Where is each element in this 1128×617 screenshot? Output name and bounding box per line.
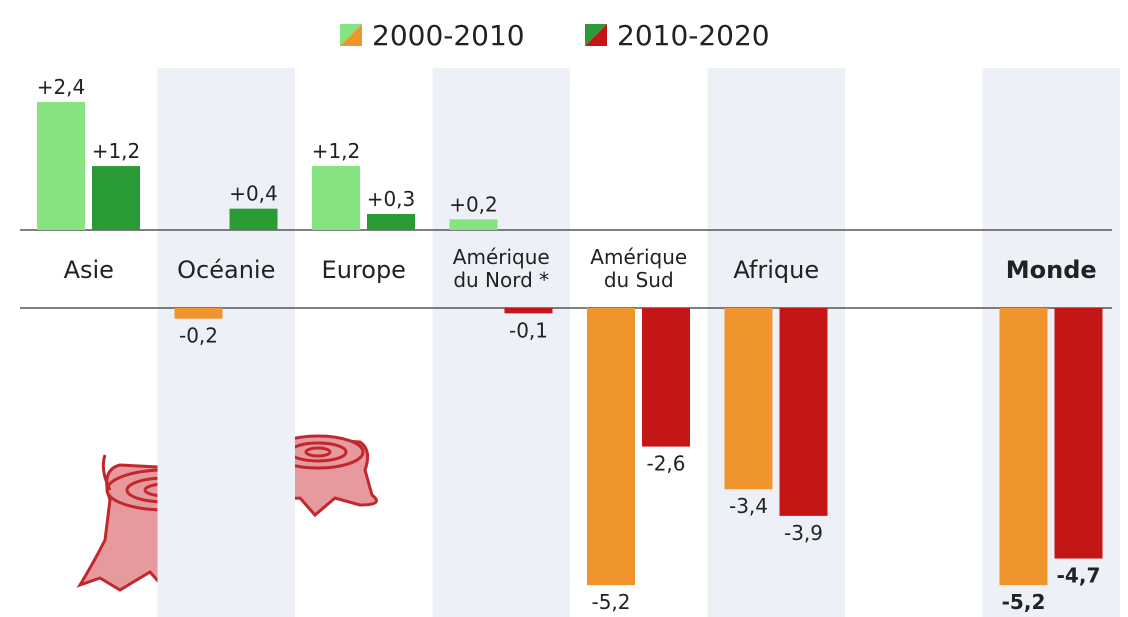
value-label: +0,3: [367, 187, 416, 211]
x-tick-label: Amérique du Nord *: [453, 245, 550, 292]
value-label: -0,1: [509, 318, 548, 342]
value-label: +0,2: [449, 192, 498, 216]
bar: [174, 308, 223, 319]
bar: [587, 308, 635, 586]
bar: [92, 166, 140, 230]
bar: [1054, 308, 1103, 559]
x-tick-label: Europe: [322, 256, 406, 284]
column-shade: [157, 68, 295, 617]
value-label: -2,6: [646, 452, 685, 476]
bar: [312, 166, 360, 230]
value-label: -5,2: [591, 590, 630, 614]
value-label: +2,4: [37, 75, 86, 99]
bar: [724, 308, 773, 490]
bar: [642, 308, 690, 447]
bar: [999, 308, 1048, 586]
x-tick-label: Asie: [64, 256, 114, 284]
value-label: +0,4: [229, 182, 278, 206]
value-label: -0,2: [179, 324, 218, 348]
bar: [367, 214, 415, 230]
value-label: -5,2: [1002, 590, 1046, 614]
x-tick-label: Afrique: [733, 256, 819, 284]
legend-label: 2010-2020: [617, 19, 770, 52]
legend-swatch: [585, 24, 607, 46]
bar: [779, 308, 828, 516]
bar: [449, 219, 498, 230]
value-label: -4,7: [1057, 564, 1101, 588]
value-label: +1,2: [312, 139, 361, 163]
legend-label: 2000-2010: [372, 19, 525, 52]
x-tick-label: Monde: [1006, 256, 1097, 284]
value-label: +1,2: [92, 139, 141, 163]
bar: [229, 208, 278, 230]
bar: [37, 102, 85, 230]
value-label: -3,4: [729, 494, 768, 518]
x-tick-label: Amérique du Sud: [590, 245, 687, 292]
column-shade: [432, 68, 570, 617]
value-label: -3,9: [784, 521, 823, 545]
x-tick-label: Océanie: [177, 256, 275, 284]
legend-swatch: [340, 24, 362, 46]
bar: [504, 308, 553, 314]
